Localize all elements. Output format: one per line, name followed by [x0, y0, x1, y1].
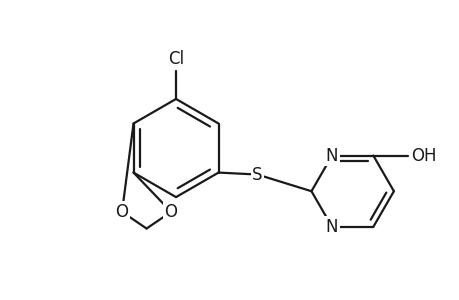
Text: S: S — [252, 166, 262, 184]
Text: N: N — [325, 218, 337, 236]
Text: Cl: Cl — [168, 50, 184, 68]
Text: O: O — [115, 203, 128, 221]
Text: O: O — [164, 203, 177, 221]
Text: N: N — [325, 146, 337, 164]
Text: OH: OH — [411, 146, 436, 164]
